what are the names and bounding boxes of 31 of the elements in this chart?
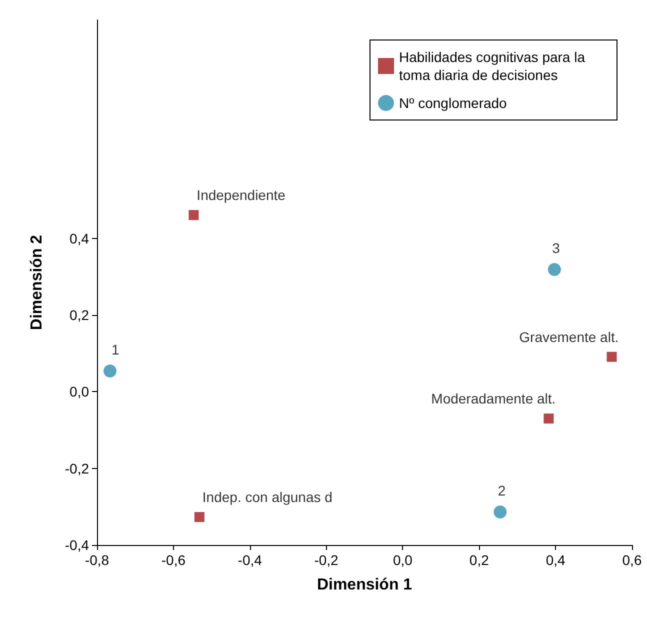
point <box>606 352 617 362</box>
legend-label: Nº conglomerado <box>399 95 508 111</box>
x-tick-label: -0,2 <box>314 552 339 568</box>
x-tick-label: 0,6 <box>622 552 642 568</box>
y-tick-label: 0,0 <box>70 384 90 400</box>
point <box>494 506 507 519</box>
point <box>104 364 116 378</box>
point <box>544 414 554 424</box>
annotation: Independiente <box>196 187 286 204</box>
x-axis-title: Dimensión 1 <box>316 576 412 594</box>
annotation: Indep. con algunas d <box>202 489 332 506</box>
y-tick-label: 0,4 <box>70 230 90 246</box>
x-tick-label: -0,4 <box>238 552 262 568</box>
y-tick-label: 0,2 <box>70 307 90 324</box>
point <box>548 262 561 276</box>
annotation: 2 <box>498 482 506 499</box>
x-tick-label: 0,2 <box>469 552 490 568</box>
annotation: Moderadamente alt. <box>431 390 556 407</box>
x-tick-label: -0,8 <box>84 552 110 568</box>
y-axis-title: Dimensión 2 <box>28 234 46 330</box>
x-tick-label: 0,4 <box>546 552 566 568</box>
point <box>194 512 204 522</box>
point <box>188 210 199 220</box>
y-tick-label: -0,4 <box>64 537 90 553</box>
annotation: 3 <box>552 240 560 256</box>
x-tick-label: 0,0 <box>392 552 413 568</box>
annotation: Gravemente alt. <box>519 328 619 345</box>
annotation: 1 <box>111 342 120 358</box>
legend-label: Habilidades cognitivas para la toma diaria de decisiones <box>399 49 589 83</box>
x-tick-label: -0,6 <box>161 552 186 568</box>
y-tick-label: -0,2 <box>64 460 90 476</box>
